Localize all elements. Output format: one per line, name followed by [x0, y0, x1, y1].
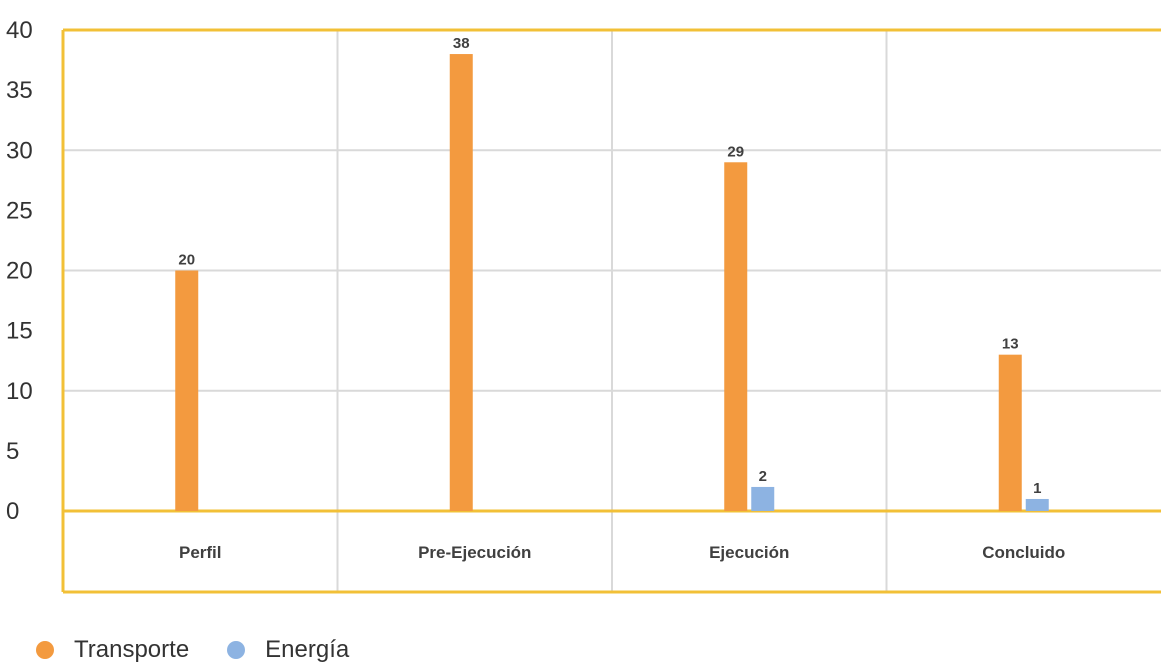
x-category-label: Pre-Ejecución [418, 543, 531, 562]
data-label: 2 [759, 468, 767, 485]
y-tick-label: 10 [6, 378, 33, 405]
y-tick-label: 0 [6, 498, 19, 525]
bar-transporte [449, 54, 473, 512]
data-label: 29 [727, 143, 744, 160]
x-category-label: Concluido [982, 543, 1065, 562]
data-label: 13 [1002, 336, 1019, 353]
data-label: 38 [453, 35, 470, 52]
x-category-label: Perfil [179, 543, 222, 562]
legend-label-energia: Energía [265, 636, 350, 663]
x-category-label: Ejecución [709, 543, 789, 562]
bar-transporte [724, 162, 748, 511]
bar-energa [751, 486, 775, 511]
y-tick-label: 25 [6, 197, 33, 224]
data-label: 1 [1033, 480, 1041, 497]
y-tick-label: 30 [6, 137, 33, 164]
legend: Transporte Energía [36, 636, 387, 664]
bar-energa [1025, 498, 1049, 511]
data-label: 20 [178, 252, 195, 269]
legend-item-transporte: Transporte [36, 636, 189, 664]
legend-item-energia: Energía [227, 636, 349, 664]
y-tick-label: 40 [6, 17, 33, 44]
bar-transporte [998, 354, 1022, 511]
bar-transporte [175, 270, 199, 511]
y-tick-label: 35 [6, 77, 33, 104]
y-tick-label: 20 [6, 258, 33, 285]
y-tick-label: 15 [6, 318, 33, 345]
legend-swatch-energia [227, 641, 246, 659]
legend-swatch-transporte [36, 641, 54, 659]
legend-label-transporte: Transporte [74, 636, 190, 663]
y-tick-label: 5 [6, 438, 19, 465]
